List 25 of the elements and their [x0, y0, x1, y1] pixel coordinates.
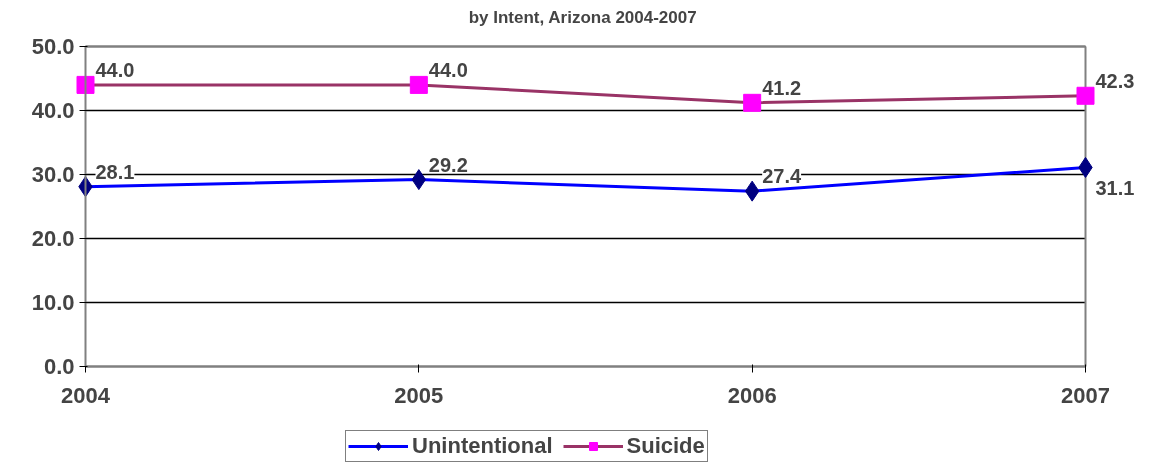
- chart-title: by Intent, Arizona 2004-2007: [468, 7, 697, 27]
- legend-label: Suicide: [626, 433, 705, 459]
- y-tick-label: 50.0: [31, 34, 75, 59]
- data-label: 44.0: [95, 58, 135, 81]
- data-label: 41.2: [762, 76, 802, 99]
- y-tick-label: 30.0: [31, 162, 75, 187]
- point: [76, 75, 95, 94]
- point: [1076, 86, 1095, 105]
- legend-label: Unintentional: [412, 433, 553, 459]
- point: [409, 75, 428, 94]
- point: [743, 93, 762, 112]
- data-label: 28.1: [95, 160, 135, 183]
- x-tick-label: 2005: [394, 382, 444, 408]
- y-tick-label: 10.0: [31, 290, 75, 315]
- y-tick-label: 0.0: [43, 354, 75, 379]
- data-label: 29.2: [428, 153, 468, 176]
- x-tick-label: 2004: [61, 382, 111, 408]
- data-label: 31.1: [1095, 177, 1135, 200]
- y-tick-label: 40.0: [31, 98, 75, 123]
- y-tick-label: 20.0: [31, 226, 75, 251]
- data-label: 27.4: [762, 165, 802, 188]
- x-tick-label: 2007: [1061, 382, 1110, 408]
- data-label: 42.3: [1095, 69, 1135, 92]
- x-tick-label: 2006: [727, 382, 777, 408]
- data-label: 44.0: [428, 58, 468, 81]
